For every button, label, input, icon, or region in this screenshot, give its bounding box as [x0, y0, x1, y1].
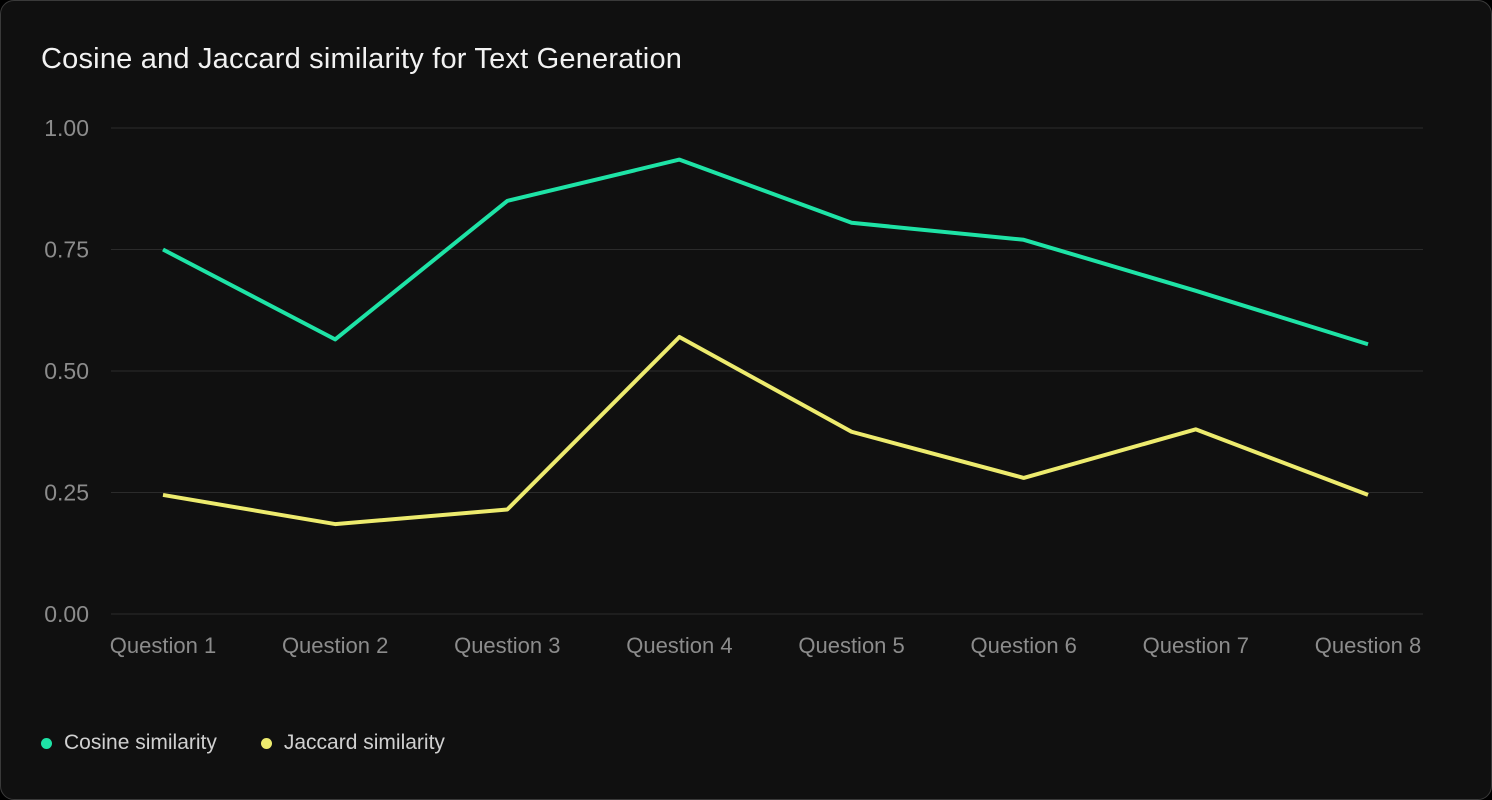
- legend-item-cosine[interactable]: Cosine similarity: [41, 731, 217, 755]
- y-tick-label: 0.50: [44, 358, 89, 384]
- chart-title: Cosine and Jaccard similarity for Text G…: [41, 43, 683, 75]
- x-axis-label: Question 7: [1143, 633, 1249, 658]
- x-axis-label: Question 4: [626, 633, 732, 658]
- legend-label-jaccard: Jaccard similarity: [283, 731, 445, 754]
- legend-dot-jaccard-icon: [260, 737, 272, 749]
- y-tick-label: 0.00: [44, 601, 89, 627]
- y-tick-label: 1.00: [44, 115, 89, 141]
- legend-label-cosine: Cosine similarity: [64, 731, 217, 754]
- x-axis-label: Question 1: [110, 633, 216, 658]
- legend-dot-cosine-icon: [41, 737, 52, 749]
- series-line-jaccard[interactable]: [162, 334, 1369, 527]
- x-axis-label: Question 3: [454, 633, 560, 658]
- x-axis-label: Question 6: [971, 633, 1077, 658]
- legend-item-jaccard[interactable]: Jaccard similarity: [260, 731, 445, 755]
- chart-legend: Cosine similarity Jaccard similarity: [41, 731, 445, 755]
- x-axis-label: Question 5: [798, 633, 904, 658]
- y-tick-label: 0.75: [44, 237, 89, 263]
- x-axis-label: Question 2: [282, 633, 388, 658]
- x-axis-label: Question 8: [1315, 633, 1421, 658]
- series-line-cosine[interactable]: [162, 157, 1369, 347]
- y-tick-label: 0.25: [44, 480, 89, 506]
